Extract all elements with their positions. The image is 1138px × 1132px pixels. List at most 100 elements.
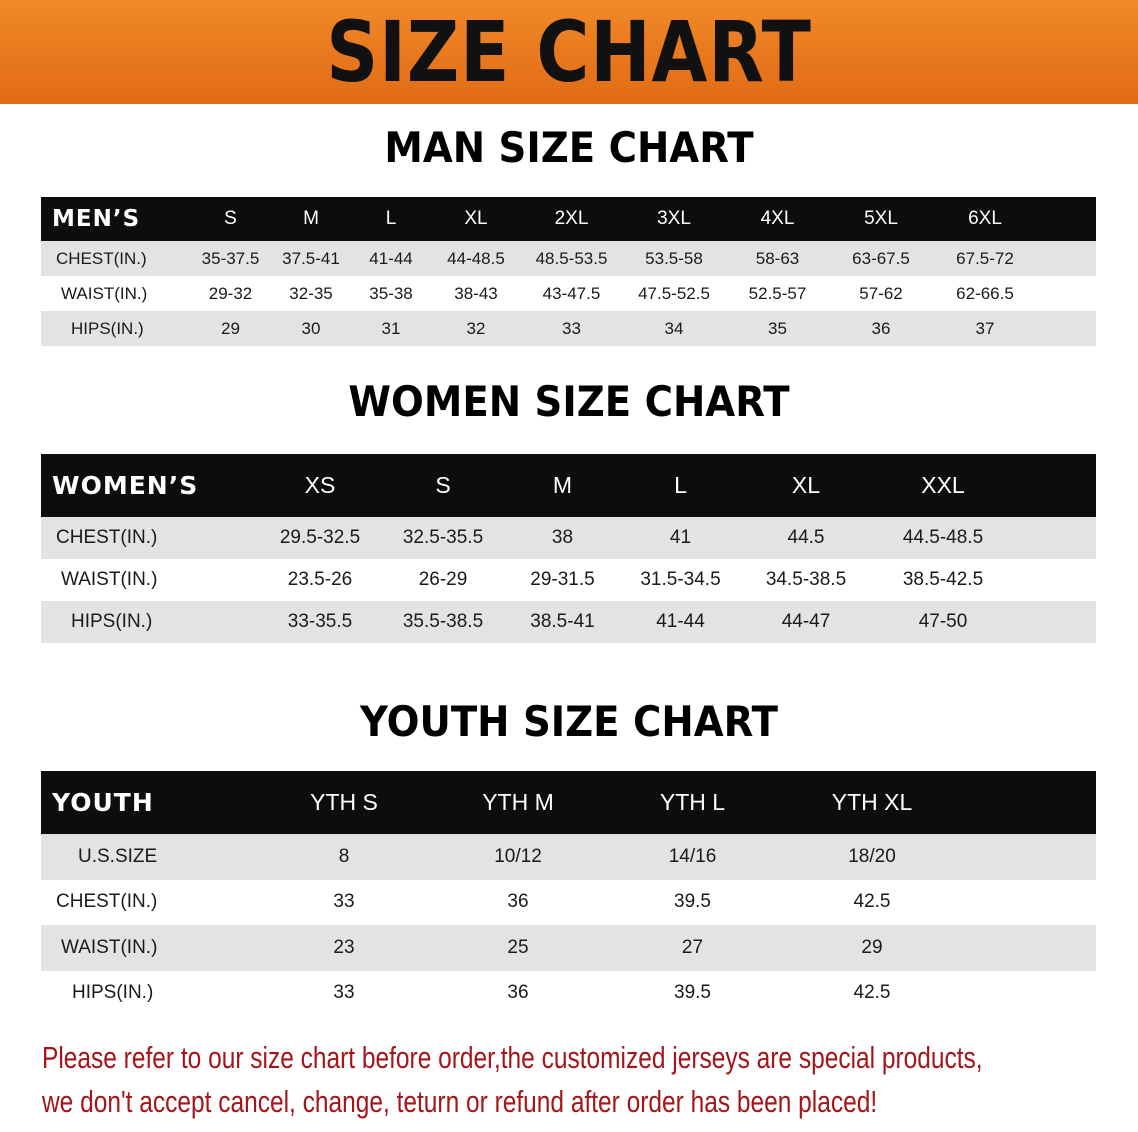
measurement-value: 29 <box>861 936 883 958</box>
measurement-value: 37.5-41 <box>282 248 340 268</box>
measurement-value: 35 <box>768 318 787 338</box>
table-row: WAIST(IN.) 23 25 27 29 <box>41 925 1096 971</box>
title-banner: SIZE CHART <box>0 0 1138 104</box>
measurement-value: 33 <box>333 891 355 913</box>
measurement-value: 31.5-34.5 <box>640 569 721 590</box>
measurement-value: 44.5 <box>787 527 825 548</box>
measurement-value: 41 <box>669 527 692 548</box>
measurement-value: 29.5-32.5 <box>279 527 361 548</box>
measurement-value: 67.5-72 <box>956 248 1014 268</box>
measurement-label: CHEST(IN.) <box>56 891 158 913</box>
measurement-value: 14/16 <box>668 845 717 867</box>
size-column-header: 2XL <box>554 208 589 229</box>
measurement-value: 8 <box>338 845 350 867</box>
size-column-header: XL <box>464 208 488 229</box>
measurement-label: U.S.SIZE <box>78 845 158 867</box>
measurement-value: 35-38 <box>369 283 413 303</box>
youth-section-title: YOUTH SIZE CHART <box>359 697 779 746</box>
measurement-label: HIPS(IN.) <box>72 982 154 1004</box>
size-column-header: S <box>435 472 451 498</box>
table-category-label: MEN’S <box>52 206 141 232</box>
measurement-value: 57-62 <box>859 283 903 303</box>
measurement-value: 36 <box>507 891 529 913</box>
measurement-value: 33 <box>562 318 581 338</box>
measurement-value: 29-31.5 <box>530 569 595 590</box>
men-section-title: MAN SIZE CHART <box>384 123 754 172</box>
size-column-header: YTH M <box>482 789 554 815</box>
youth-size-table: YOUTH YTH S YTH M YTH L YTH XL U.S.SIZE 8 10/12… <box>41 771 1096 1016</box>
measurement-value: 32-35 <box>289 283 333 303</box>
measurement-label: WAIST(IN.) <box>61 569 158 590</box>
table-row: CHEST(IN.) 35-37.5 37.5-41 41-44 44-48.5 48.5… <box>41 241 1096 276</box>
measurement-value: 34 <box>664 318 684 338</box>
table-row: HIPS(IN.) 29 30 31 32 33 34 35 36 37 <box>41 311 1096 346</box>
measurement-value: 35.5-38.5 <box>402 611 484 632</box>
table-row: HIPS(IN.) 33 36 39.5 42.5 <box>41 970 1096 1016</box>
size-column-header: L <box>674 472 687 498</box>
measurement-value: 25 <box>507 936 529 958</box>
notice-line-1: Please refer to our size chart before or… <box>42 1040 983 1075</box>
measurement-value: 18/20 <box>848 845 896 867</box>
measurement-value: 31 <box>381 318 401 338</box>
measurement-value: 36 <box>507 982 529 1004</box>
header-row: WOMEN’S XS S M L XL XXL <box>41 454 1096 517</box>
measurement-value: 53.5-58 <box>645 248 703 268</box>
women-section-title: WOMEN SIZE CHART <box>348 377 790 426</box>
measurement-value: 44-47 <box>781 611 831 632</box>
size-column-header: YTH XL <box>831 789 913 815</box>
table-row: U.S.SIZE 8 10/12 14/16 18/20 <box>41 834 1096 880</box>
measurement-value: 35-37.5 <box>201 248 260 268</box>
measurement-label: WAIST(IN.) <box>61 936 158 958</box>
measurement-value: 47.5-52.5 <box>638 283 710 303</box>
measurement-label: HIPS(IN.) <box>71 611 153 632</box>
size-column-header: S <box>224 208 237 229</box>
size-column-header: 6XL <box>968 208 1002 229</box>
size-column-header: 5XL <box>864 208 898 229</box>
size-column-header: M <box>303 208 319 229</box>
measurement-value: 47-50 <box>918 611 968 632</box>
measurement-value: 39.5 <box>674 982 711 1004</box>
size-column-header: M <box>552 472 573 498</box>
measurement-value: 33 <box>333 982 355 1004</box>
main-title: SIZE CHART <box>326 3 812 101</box>
measurement-value: 29 <box>221 318 240 338</box>
measurement-value: 43-47.5 <box>542 283 601 303</box>
measurement-value: 48.5-53.5 <box>535 248 608 268</box>
measurement-value: 32.5-35.5 <box>402 527 484 548</box>
size-column-header: 4XL <box>760 208 795 229</box>
size-column-header: XXL <box>921 472 965 498</box>
measurement-value: 32 <box>466 318 486 338</box>
measurement-label: CHEST(IN.) <box>56 248 147 268</box>
measurement-value: 63-67.5 <box>852 248 910 268</box>
measurement-value: 44.5-48.5 <box>902 527 984 548</box>
size-column-header: YTH L <box>659 789 726 815</box>
measurement-value: 23.5-26 <box>287 569 353 590</box>
size-column-header: XS <box>304 472 336 498</box>
size-column-header: 3XL <box>657 208 691 229</box>
table-row: CHEST(IN.) 29.5-32.5 32.5-35.5 38 41 44.5 44.5… <box>41 517 1096 559</box>
measurement-value: 26-29 <box>418 569 468 590</box>
measurement-label: HIPS(IN.) <box>71 318 144 338</box>
header-row: MEN’S S M L XL 2XL 3XL 4XL 5XL 6XL <box>41 197 1096 241</box>
table-category-label: WOMEN’S <box>52 471 199 500</box>
measurement-value: 42.5 <box>853 891 891 913</box>
table-row: HIPS(IN.) 33-35.5 35.5-38.5 38.5-41 41-44 44-… <box>41 601 1096 643</box>
size-column-header: XL <box>791 472 821 498</box>
table-row: CHEST(IN.) 33 36 39.5 42.5 <box>41 879 1096 925</box>
measurement-value: 41-44 <box>656 611 705 632</box>
measurement-value: 62-66.5 <box>956 283 1014 303</box>
measurement-label: WAIST(IN.) <box>61 283 148 303</box>
table-category-label: YOUTH <box>52 788 154 817</box>
table-row: WAIST(IN.) 23.5-26 26-29 29-31.5 31.5-34.5 34… <box>41 559 1096 601</box>
order-notice: Please refer to our size chart before or… <box>42 1036 1132 1124</box>
measurement-value: 37 <box>975 318 995 338</box>
measurement-value: 30 <box>301 318 321 338</box>
measurement-value: 39.5 <box>674 891 711 913</box>
header-row: YOUTH YTH S YTH M YTH L YTH XL <box>41 771 1096 834</box>
measurement-value: 27 <box>681 936 704 958</box>
measurement-value: 33-35.5 <box>287 611 353 632</box>
men-size-table: MEN’S S M L XL 2XL 3XL 4XL 5XL 6XL CHEST(IN.) 35-37… <box>41 197 1096 346</box>
size-column-header: YTH S <box>310 789 378 815</box>
measurement-value: 29-32 <box>208 283 253 303</box>
measurement-value: 38-43 <box>454 283 498 303</box>
